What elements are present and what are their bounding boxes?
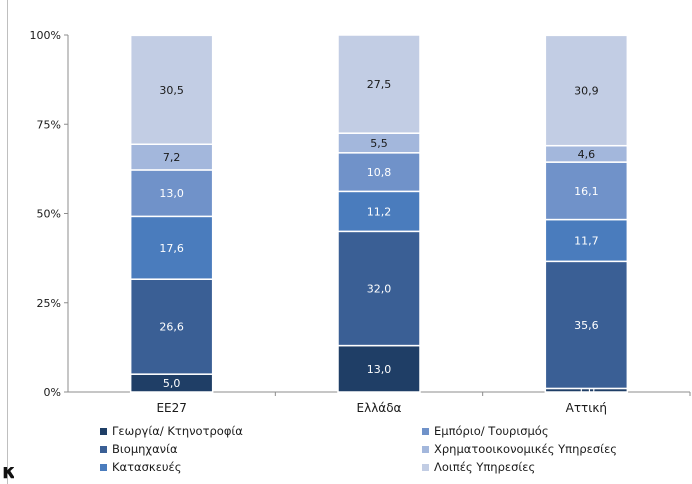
legend-label: Γεωργία/ Κτηνοτροφία <box>112 424 243 438</box>
legend-label: Εμπόριο/ Τουρισμός <box>434 424 549 438</box>
legend-item: Λοιπές Υπηρεσίες <box>422 460 670 474</box>
data-label: 5,5 <box>370 137 388 150</box>
bar-segment <box>337 152 421 193</box>
legend-item: Βιομηχανία <box>100 442 422 456</box>
y-tick-label: 50% <box>37 208 61 221</box>
data-label: 17,6 <box>159 242 184 255</box>
bar-segment <box>129 143 214 171</box>
data-label: 30,9 <box>574 85 599 98</box>
data-label: 35,6 <box>574 319 599 332</box>
bar-segment <box>337 190 421 233</box>
legend-item: Χρηματοοικονομικές Υπηρεσίες <box>422 442 670 456</box>
legend-label: Βιομηχανία <box>112 442 178 456</box>
legend-swatch <box>422 445 429 453</box>
legend-swatch <box>100 463 107 471</box>
data-label: 4,6 <box>578 148 596 161</box>
data-label: 10,8 <box>367 166 392 179</box>
data-label: 30,5 <box>159 84 184 97</box>
legend-label: Χρηματοοικονομικές Υπηρεσίες <box>434 442 618 456</box>
data-label: 16,1 <box>574 185 599 198</box>
data-label: 5,0 <box>163 377 181 390</box>
data-label: 27,5 <box>367 78 392 91</box>
x-tick-label: Αττική <box>566 401 607 415</box>
data-label: 13,0 <box>159 187 184 200</box>
legend-swatch <box>422 463 429 471</box>
data-label: 7,2 <box>163 151 181 164</box>
window-edge <box>0 0 8 484</box>
y-tick-label: 75% <box>37 118 61 131</box>
data-label: 11,7 <box>574 234 599 247</box>
bar-segment <box>129 215 214 280</box>
chart-legend: Γεωργία/ Κτηνοτροφία Εμπόριο/ Τουρισμός Βι… <box>100 424 670 474</box>
bar-segment <box>544 34 629 147</box>
bar-segment <box>544 218 629 263</box>
legend-swatch <box>100 427 107 435</box>
legend-label: Λοιπές Υπηρεσίες <box>434 460 536 474</box>
y-tick-label: 25% <box>37 297 61 310</box>
legend-swatch <box>422 427 429 435</box>
data-label: 26,6 <box>159 321 184 334</box>
bar-segment <box>337 230 421 347</box>
y-tick-label: 0% <box>44 386 61 399</box>
data-label: 11,2 <box>367 205 392 218</box>
x-tick-label: Ελλάδα <box>357 401 402 415</box>
data-label: 13,0 <box>367 363 392 376</box>
bar-segment <box>129 278 214 375</box>
bar-segment <box>544 161 629 221</box>
bar-segment <box>337 34 421 134</box>
data-label: 32,0 <box>367 282 392 295</box>
legend-swatch <box>100 445 107 453</box>
bar-segment <box>544 260 629 390</box>
x-tick-label: ΕΕ27 <box>156 401 186 415</box>
legend-item: Γεωργία/ Κτηνοτροφία <box>100 424 422 438</box>
legend-item: Εμπόριο/ Τουρισμός <box>422 424 670 438</box>
legend-label: Κατασκευές <box>112 460 182 474</box>
y-tick-label: 100% <box>30 29 61 42</box>
legend-item: Κατασκευές <box>100 460 422 474</box>
edge-text-fragment: κ <box>2 459 14 483</box>
bar-segment <box>129 34 214 145</box>
